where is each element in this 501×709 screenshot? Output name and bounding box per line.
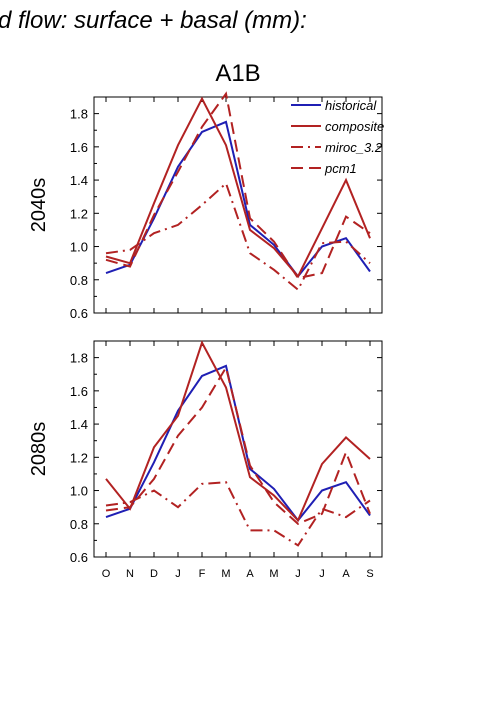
figure-header: d flow: surface + basal (mm): (0, 7, 307, 34)
x-tick-label: J (295, 568, 301, 580)
x-tick-label: J (175, 568, 181, 580)
y-tick-label: 1.0 (70, 240, 88, 255)
series-line-composite (105, 96, 371, 279)
y-tick-label: 1.2 (70, 206, 88, 221)
y-tick-label: 1.0 (70, 484, 88, 499)
plot-frame (93, 96, 383, 314)
panel-label: 2080s (28, 422, 50, 477)
y-tick-label: 1.6 (70, 140, 88, 155)
x-tick-label: S (366, 568, 373, 580)
series-line-composite (105, 340, 371, 523)
x-tick-label: F (199, 568, 206, 580)
panel-label: 2040s (28, 178, 50, 233)
legend-entry: historical (325, 98, 377, 113)
series-line-miroc_3.2 (105, 481, 371, 547)
x-tick-label: O (102, 568, 111, 580)
series-line-historical (105, 364, 371, 523)
series-line-historical (105, 120, 371, 279)
scenario-title: A1B (215, 60, 260, 87)
x-tick-label: D (150, 568, 158, 580)
x-tick-label: A (342, 568, 350, 580)
series-line-pcm1 (105, 91, 371, 280)
panel-2080s: 0.6 0.8 1.0 1.2 1.4 1.6 1.8 O N D J F M A M J J A S 2080s (28, 340, 383, 580)
legend-entry: miroc_3.2 (325, 140, 383, 155)
chart-panels: 0.6 0.8 1.0 1.2 1.4 1.6 1.8 2040s historical comp… (28, 91, 384, 580)
y-tick-label: 1.6 (70, 384, 88, 399)
x-tick-label: M (269, 568, 278, 580)
y-tick-label: 0.8 (70, 273, 88, 288)
y-tick-label: 1.2 (70, 450, 88, 465)
y-tick-label: 0.8 (70, 517, 88, 532)
y-tick-label: 1.8 (70, 351, 88, 366)
panel-2040s: 0.6 0.8 1.0 1.2 1.4 1.6 1.8 2040s historical comp… (28, 91, 384, 321)
y-tick-label: 0.6 (70, 306, 88, 321)
series-line-pcm1 (105, 365, 371, 525)
y-tick-label: 0.6 (70, 550, 88, 565)
series-line-miroc_3.2 (105, 181, 371, 292)
x-tick-label: M (221, 568, 230, 580)
y-tick-label: 1.4 (70, 173, 88, 188)
plot-frame (93, 340, 383, 558)
legend-entry: composite (325, 119, 384, 134)
y-tick-label: 1.4 (70, 417, 88, 432)
x-tick-label: N (126, 568, 134, 580)
y-tick-label: 1.8 (70, 107, 88, 122)
x-tick-label: A (246, 568, 254, 580)
legend: historical composite miroc_3.2 pcm1 (291, 98, 384, 176)
x-tick-label: J (319, 568, 325, 580)
legend-entry: pcm1 (324, 161, 357, 176)
